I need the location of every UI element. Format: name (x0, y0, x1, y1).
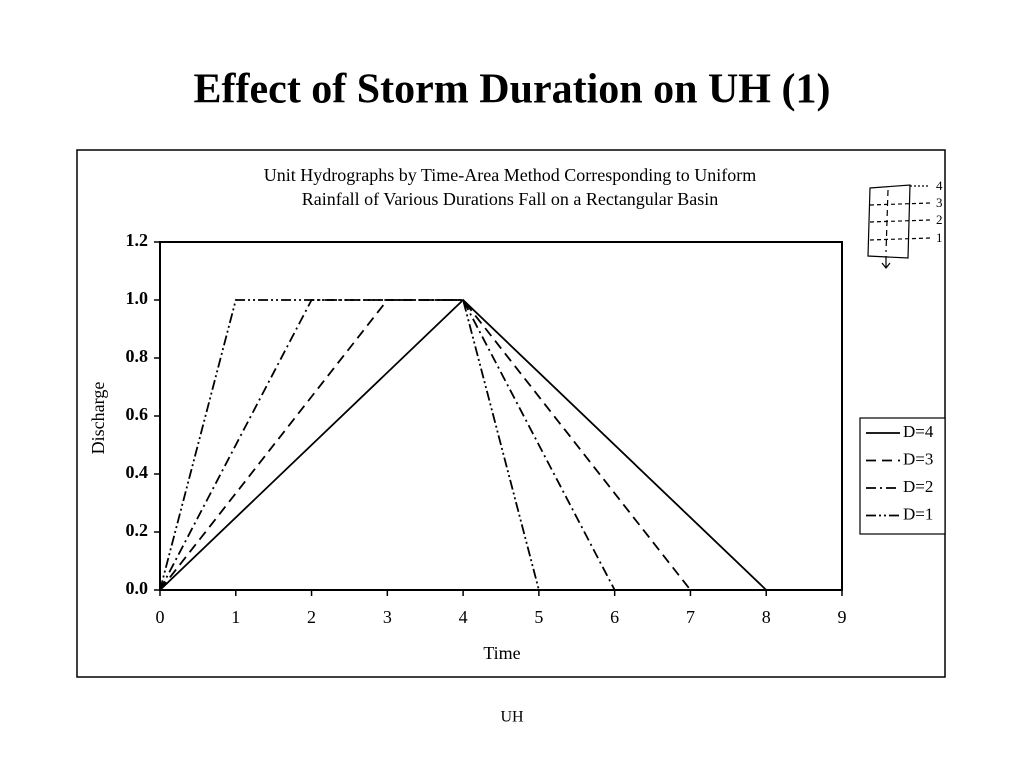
series-line (159, 298, 767, 591)
y-axis-label: Discharge (88, 382, 108, 455)
x-axis-label: Time (483, 643, 520, 663)
chart-frame (76, 149, 946, 678)
basin-label: 4 (936, 178, 943, 193)
y-tick-label: 0.8 (126, 346, 149, 366)
y-tick-label: 0.0 (126, 578, 149, 598)
basin-line (869, 237, 931, 241)
x-tick-label: 4 (459, 607, 468, 627)
basin-label: 2 (936, 212, 943, 227)
basin-outline (867, 184, 911, 259)
y-tick-label: 1.2 (126, 230, 149, 250)
y-tick-label: 0.4 (126, 462, 149, 482)
x-tick-label: 2 (307, 607, 316, 627)
legend-label: D=1 (903, 504, 933, 523)
x-tick-label: 8 (762, 607, 771, 627)
series-line (159, 299, 540, 591)
basin-line (869, 219, 931, 223)
basin-arrow (881, 256, 891, 269)
legend-label: D=3 (903, 449, 933, 468)
x-tick-label: 3 (383, 607, 392, 627)
legend-label: D=2 (903, 477, 933, 496)
x-tick-label: 0 (156, 607, 165, 627)
basin-line (869, 202, 931, 206)
basin-label: 3 (936, 195, 943, 210)
series-line (159, 299, 616, 591)
plot-area (159, 241, 843, 591)
chart-title: Rainfall of Various Durations Fall on a … (302, 189, 719, 209)
y-tick-label: 0.2 (126, 520, 149, 540)
y-tick-label: 0.6 (126, 404, 149, 424)
x-tick-label: 7 (686, 607, 695, 627)
basin-sketch (867, 184, 931, 269)
chart-title: Unit Hydrographs by Time-Area Method Cor… (264, 165, 756, 185)
slide-title: Effect of Storm Duration on UH (1) (194, 67, 831, 113)
legend-label: D=4 (903, 422, 934, 441)
x-tick-label: 6 (610, 607, 619, 627)
footer: UH (500, 709, 524, 726)
x-tick-label: 5 (534, 607, 543, 627)
y-tick-label: 1.0 (126, 288, 149, 308)
x-tick-label: 1 (231, 607, 240, 627)
series-line (159, 299, 692, 591)
basin-label: 1 (936, 230, 943, 245)
basin-line (885, 189, 889, 253)
x-tick-label: 9 (838, 607, 847, 627)
